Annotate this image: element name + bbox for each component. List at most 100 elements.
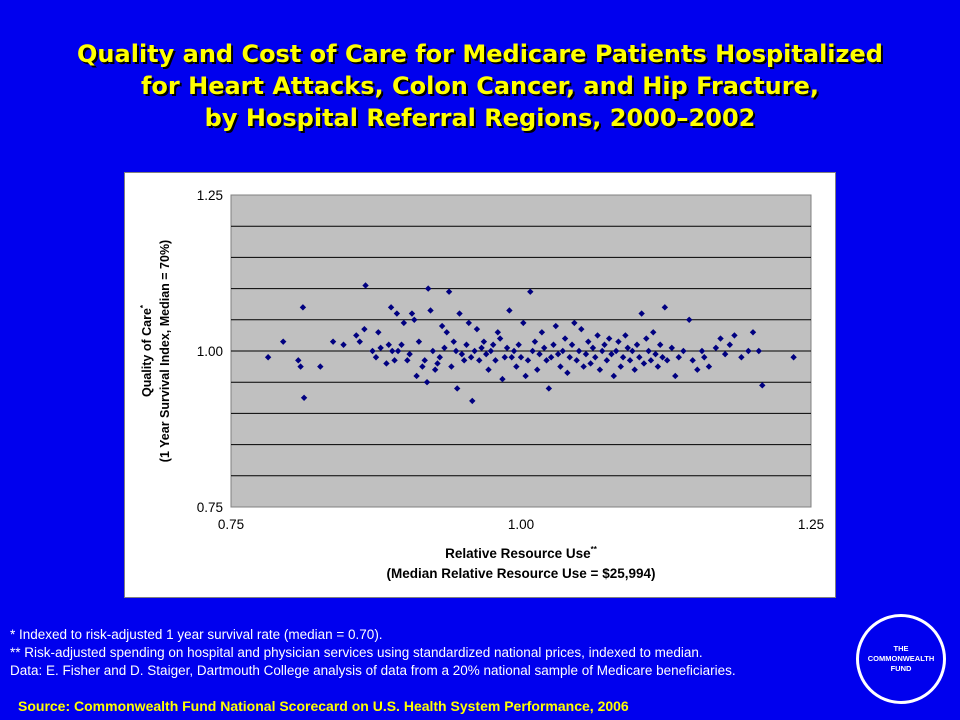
data-point [423, 379, 431, 386]
x-axis-label-text: Relative Resource Use [445, 546, 591, 561]
data-point [429, 347, 437, 355]
data-point [450, 338, 457, 345]
x-tick-label: 0.75 [218, 517, 244, 532]
data-point [393, 310, 401, 317]
data-point [411, 316, 418, 323]
logo-line-3: FUND [890, 664, 912, 673]
data-point [419, 363, 426, 370]
y-axis-label-sup: * [139, 304, 148, 308]
data-point [575, 347, 583, 355]
data-point [755, 347, 762, 355]
data-point [601, 341, 608, 348]
data-point [448, 363, 455, 370]
data-point [636, 354, 643, 361]
data-point [580, 363, 587, 370]
data-point [638, 310, 645, 317]
data-point [264, 354, 272, 361]
data-point [394, 347, 402, 355]
data-point [438, 322, 446, 330]
data-point [427, 307, 434, 314]
data-point [571, 319, 578, 327]
data-point [554, 350, 562, 358]
data-point [612, 347, 620, 355]
data-point [480, 338, 488, 345]
data-point [513, 363, 520, 370]
data-point [659, 354, 666, 361]
commonwealth-fund-logo: THE COMMONWEALTH FUND [856, 614, 946, 704]
data-point [629, 347, 636, 355]
data-point [317, 363, 324, 370]
title-line-2: for Heart Attacks, Colon Cancer, and Hip… [140, 72, 819, 100]
chart-container: 0.75 1.00 1.25 0.75 1.00 1.25 Relative Resour… [124, 172, 836, 598]
data-point [501, 354, 508, 361]
data-point [654, 363, 662, 370]
data-point [668, 344, 675, 352]
data-point [329, 338, 337, 345]
data-point [465, 319, 472, 327]
x-tick-label: 1.00 [508, 517, 534, 532]
data-point [617, 363, 624, 370]
data-point [517, 354, 525, 361]
data-point [471, 347, 478, 355]
data-point [387, 304, 395, 311]
data-point [633, 341, 641, 348]
data-point [356, 338, 363, 345]
title-line-1: Quality and Cost of Care for Medicare Pa… [77, 40, 883, 68]
footnote-quality: * Indexed to risk-adjusted 1 year surviv… [10, 627, 383, 642]
slide-title: Quality and Cost of Care for Medicare Pa… [0, 38, 960, 134]
y-tick-label: 1.25 [197, 188, 223, 203]
data-point [550, 341, 557, 348]
data-point [705, 363, 713, 370]
title-line-3: by Hospital Referral Regions, 2000–2002 [204, 104, 756, 132]
data-point [503, 344, 511, 352]
data-point [587, 360, 594, 367]
footnotes: * Indexed to risk-adjusted 1 year surviv… [10, 626, 890, 680]
data-point [385, 341, 392, 348]
data-point [529, 347, 536, 355]
data-point [406, 350, 413, 358]
data-point [698, 347, 706, 355]
data-point [299, 304, 307, 311]
data-point [362, 282, 369, 289]
data-point [383, 360, 390, 367]
data-point [640, 360, 648, 367]
data-point [717, 335, 724, 342]
data-point [389, 347, 396, 355]
y-axis-label: Quality of Care* [139, 304, 154, 397]
data-point [415, 338, 423, 345]
data-point [759, 382, 766, 389]
data-point [295, 357, 302, 364]
data-point [790, 354, 797, 361]
data-point [592, 354, 599, 361]
data-point [643, 335, 650, 342]
data-point [297, 363, 304, 370]
data-point [657, 341, 664, 348]
data-point [280, 338, 287, 345]
data-point [458, 350, 466, 358]
data-point [522, 372, 529, 380]
data-point [377, 344, 384, 352]
data-point [749, 329, 757, 336]
data-point [408, 310, 416, 317]
data-point [694, 366, 701, 373]
data-point [421, 357, 428, 364]
data-point [645, 347, 652, 355]
data-point [534, 366, 541, 373]
y-tick-label: 1.00 [197, 344, 223, 359]
data-point [487, 347, 495, 355]
data-point [538, 329, 546, 336]
x-axis-label: Relative Resource Use** [445, 545, 598, 561]
data-point [391, 357, 398, 364]
data-point [672, 372, 679, 380]
data-point [456, 310, 463, 317]
data-point [469, 397, 476, 405]
data-point [452, 347, 460, 355]
scatter-chart: 0.75 1.00 1.25 0.75 1.00 1.25 Relative Resour… [139, 188, 824, 581]
data-point [506, 307, 513, 314]
x-axis-label-sup: ** [591, 545, 598, 554]
data-point [413, 372, 420, 380]
data-point [745, 347, 752, 355]
data-point [596, 366, 604, 373]
data-point [499, 375, 506, 383]
data-point [436, 354, 443, 361]
